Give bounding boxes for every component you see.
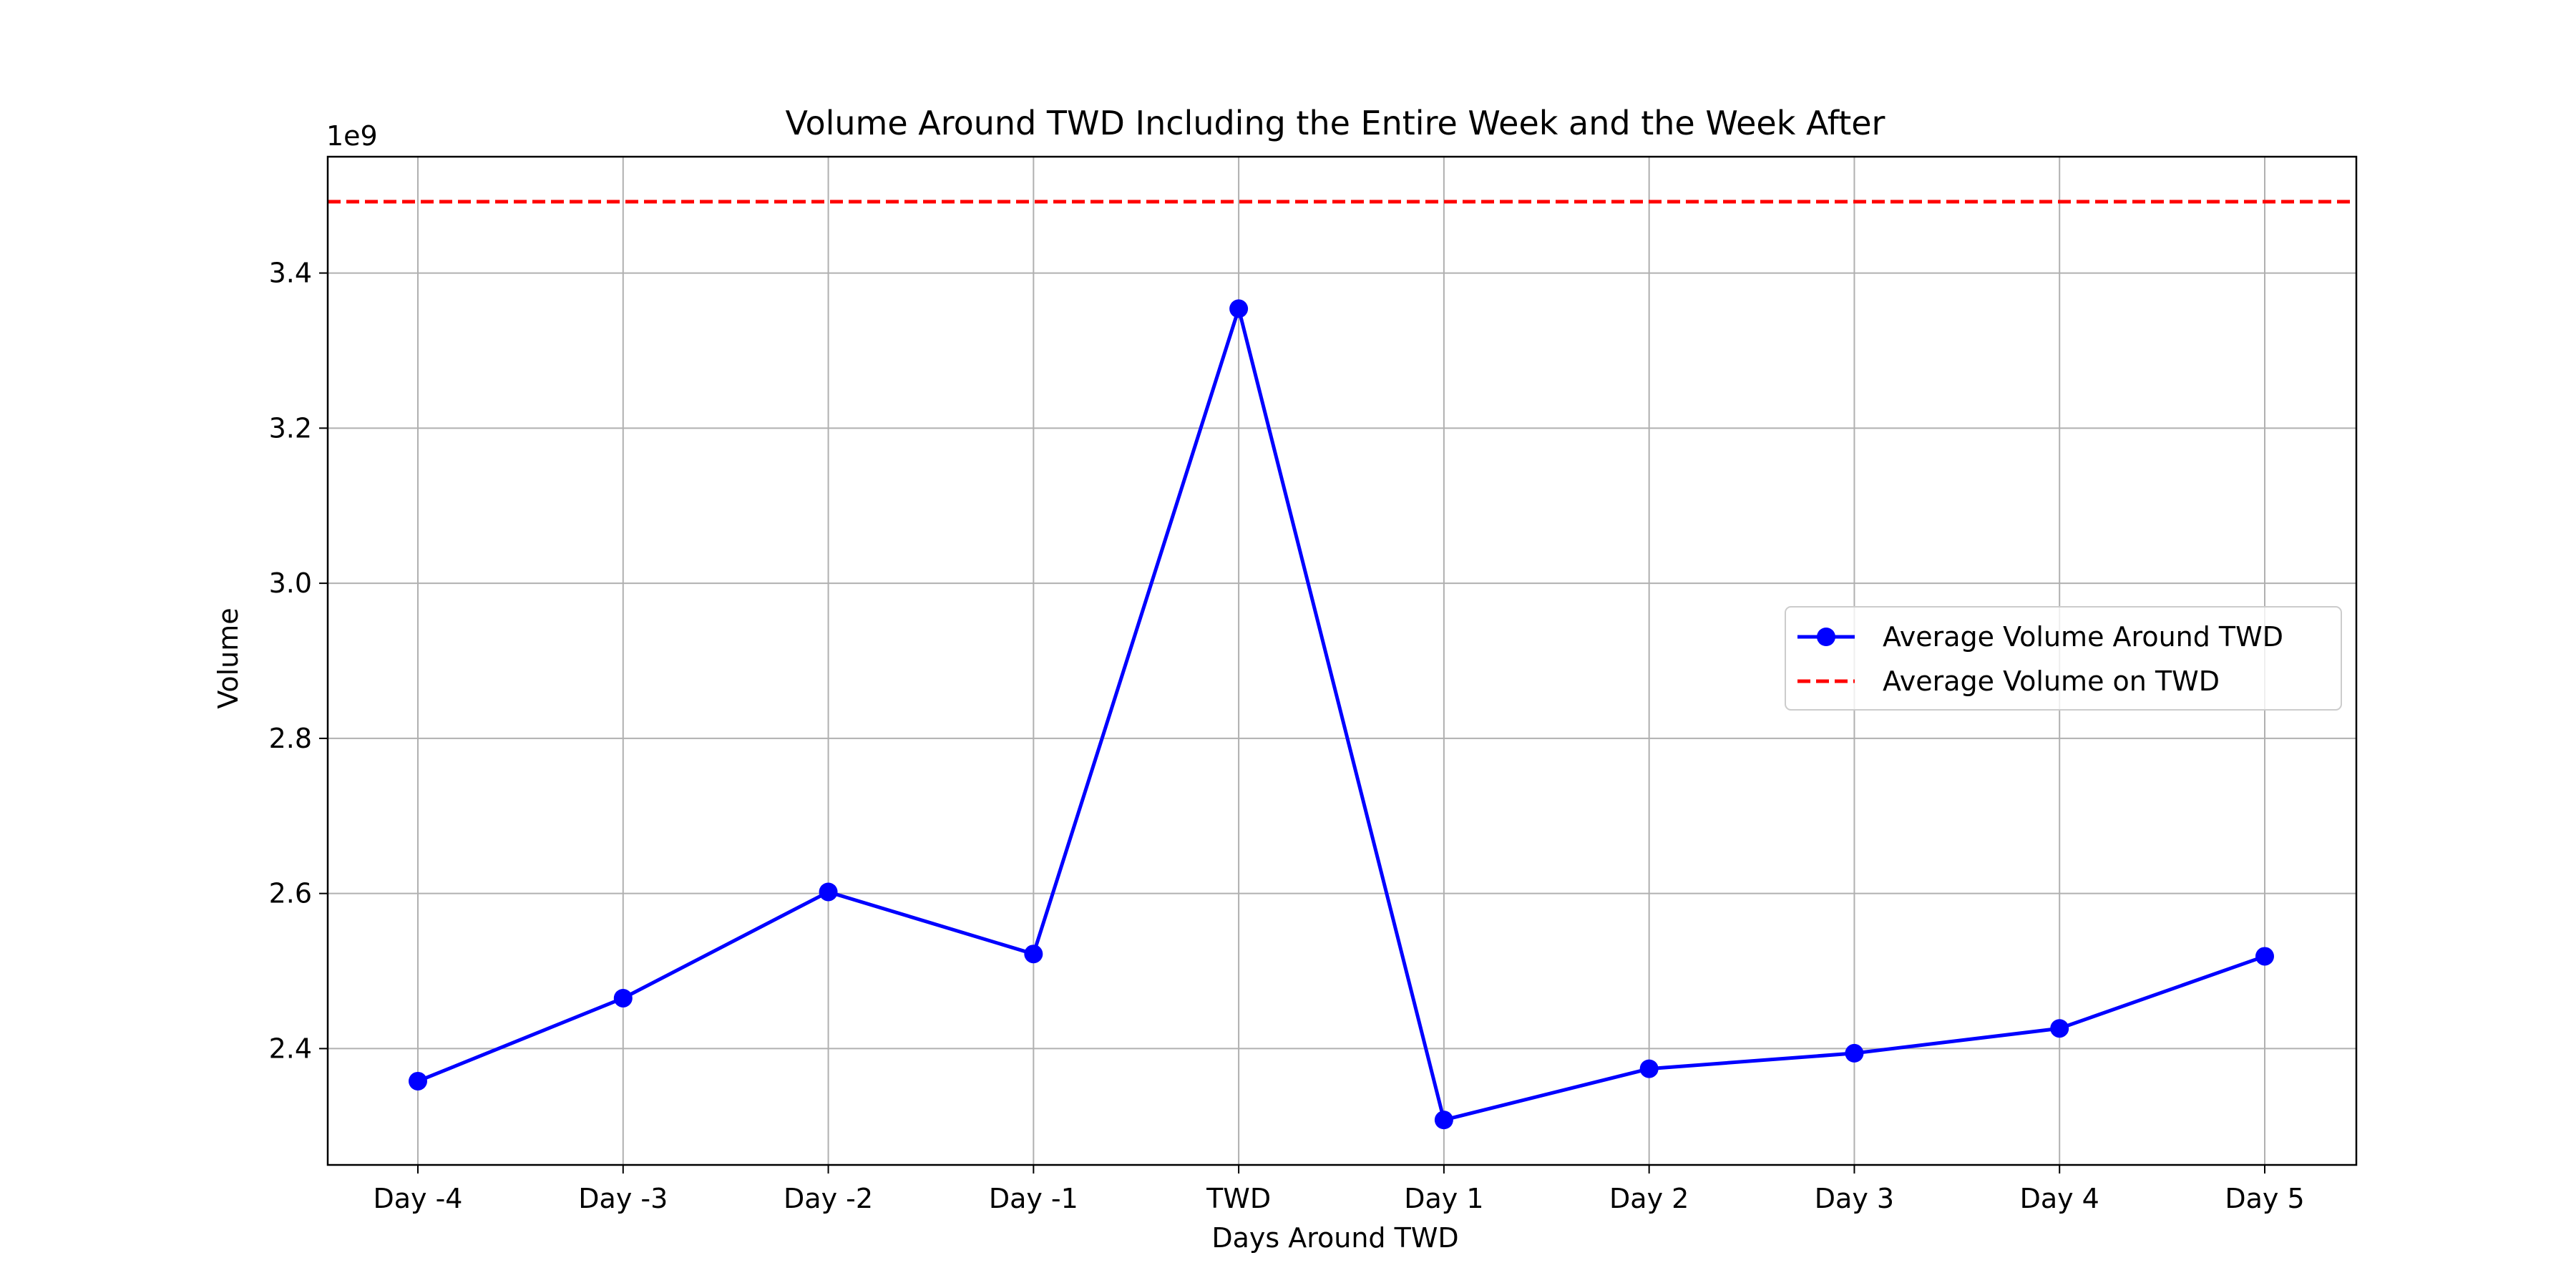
legend-label-reference: Average Volume on TWD — [1883, 665, 2220, 697]
data-point — [1434, 1111, 1453, 1130]
x-tick-label: Day -3 — [578, 1183, 668, 1214]
data-point — [1639, 1059, 1659, 1078]
x-tick-label: Day 5 — [2225, 1183, 2304, 1214]
legend: Average Volume Around TWD Average Volume … — [1785, 606, 2342, 711]
legend-box — [1785, 606, 2342, 711]
y-tick-label: 3.2 — [269, 412, 312, 444]
axes-frame — [326, 155, 2358, 1166]
y-tick-label: 3.0 — [269, 567, 312, 599]
series-line — [417, 306, 2265, 1122]
data-point — [1845, 1043, 1864, 1063]
data-point — [1024, 945, 1043, 964]
plot-area — [328, 200, 2356, 1130]
data-point — [409, 1071, 427, 1091]
x-tick-label: Day 1 — [1404, 1183, 1483, 1214]
x-tick-label: Day -1 — [989, 1183, 1078, 1214]
x-tick-label: Day -4 — [373, 1183, 462, 1214]
data-point — [819, 882, 838, 902]
data-point — [613, 988, 633, 1008]
y-tick-label: 3.4 — [269, 258, 312, 289]
data-point — [1229, 299, 1249, 318]
y-tick-label: 2.8 — [269, 723, 312, 754]
chart-title: Volume Around TWD Including the Entire W… — [786, 104, 1885, 142]
y-axis-label: Volume — [213, 608, 244, 708]
legend-point-marker — [1817, 628, 1835, 646]
legend-label-series: Average Volume Around TWD — [1883, 621, 2283, 653]
y-offset-label: 1e9 — [326, 120, 378, 152]
x-tick-label: Day 4 — [2020, 1183, 2099, 1214]
axis-ticks: Day -4 Day -3 Day -2 Day -1 TWD Day 1 Day 2 Day… — [269, 258, 2305, 1214]
data-point — [2050, 1019, 2069, 1038]
x-axis-label: Days Around TWD — [1211, 1222, 1458, 1254]
y-tick-label: 2.4 — [269, 1033, 312, 1064]
data-point — [2255, 947, 2274, 966]
x-tick-label: Day -2 — [784, 1183, 873, 1214]
x-tick-label: Day 2 — [1609, 1183, 1689, 1214]
x-tick-label: Day 3 — [1815, 1183, 1894, 1214]
x-tick-label: TWD — [1206, 1183, 1271, 1214]
y-tick-label: 2.6 — [269, 878, 312, 909]
